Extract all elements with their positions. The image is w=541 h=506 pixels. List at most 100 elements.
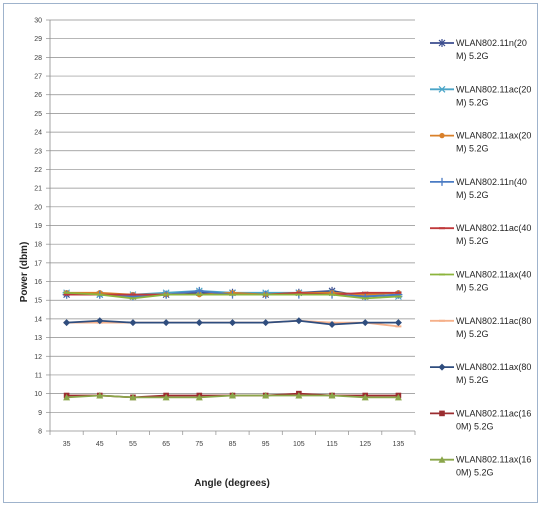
- legend-label: M) 5.2G: [456, 51, 489, 61]
- legend: WLAN802.11n(20 M) 5.2G WLAN802.11ac(20 M) 5…: [430, 38, 531, 478]
- y-tick-labels: 8 9 10 11 12 13 14 15 16 17 18 19 20 21 22 23 24 25 26 27 28…: [34, 18, 42, 436]
- legend-label: M) 5.2G: [456, 375, 489, 385]
- y-tick-label: 13: [34, 335, 42, 342]
- data-point: [361, 319, 369, 327]
- legend-label: M) 5.2G: [456, 97, 489, 107]
- legend-label: WLAN802.11ax(80: [456, 362, 531, 372]
- y-tick-label: 20: [34, 204, 42, 211]
- y-tick-label: 22: [34, 167, 42, 174]
- gridlines: [46, 19, 416, 435]
- y-tick-label: 27: [34, 74, 42, 81]
- y-tick-label: 19: [34, 223, 42, 230]
- x-tick-label: 125: [359, 441, 371, 448]
- x-tick-label: 35: [63, 441, 71, 448]
- chart-frame: [3, 3, 538, 503]
- legend-label: M) 5.2G: [456, 236, 489, 246]
- plot-area: [62, 286, 403, 401]
- data-point: [229, 392, 236, 399]
- x-tick-label: 55: [129, 441, 137, 448]
- x-tick-label: 115: [326, 441, 337, 448]
- data-point: [195, 286, 204, 295]
- legend-label: WLAN802.11ac(20: [456, 84, 531, 94]
- legend-marker: [438, 456, 446, 463]
- legend-label: M) 5.2G: [456, 144, 489, 154]
- data-point: [63, 319, 71, 327]
- y-tick-label: 24: [34, 130, 42, 137]
- y-tick-label: 9: [38, 410, 42, 417]
- legend-marker: [439, 132, 445, 139]
- legend-item: WLAN802.11ac(20 M) 5.2G: [430, 84, 531, 107]
- x-tick-label: 65: [162, 441, 170, 448]
- data-point: [129, 319, 137, 327]
- y-tick-label: 28: [34, 55, 42, 62]
- data-point: [295, 317, 303, 325]
- legend-label: WLAN802.11ac(40: [456, 223, 531, 233]
- data-point: [129, 393, 137, 401]
- legend-label: 0M) 5.2G: [456, 421, 494, 431]
- legend-label: WLAN802.11ax(20: [456, 131, 531, 141]
- legend-marker: [438, 177, 446, 186]
- legend-marker: [438, 363, 446, 371]
- legend-label: WLAN802.11ac(80: [456, 316, 531, 326]
- y-tick-label: 15: [34, 298, 42, 305]
- legend-marker: [438, 39, 446, 47]
- data-point: [262, 392, 270, 399]
- legend-item: WLAN802.11ac(16 0M) 5.2G: [430, 408, 531, 431]
- legend-item: WLAN802.11ax(20 M) 5.2G: [430, 131, 531, 154]
- y-tick-label: 30: [34, 18, 42, 25]
- y-tick-label: 29: [34, 36, 42, 43]
- legend-label: M) 5.2G: [456, 190, 489, 200]
- legend-item: WLAN802.11ac(80 M) 5.2G: [430, 316, 531, 339]
- y-tick-label: 26: [34, 92, 42, 99]
- x-tick-label: 45: [96, 441, 104, 448]
- y-tick-label: 11: [35, 372, 42, 379]
- data-point: [394, 319, 402, 327]
- y-tick-label: 10: [34, 391, 42, 398]
- data-point: [195, 319, 203, 327]
- x-tick-label: 85: [229, 441, 237, 448]
- data-point: [195, 393, 203, 401]
- data-point: [328, 321, 336, 329]
- y-tick-label: 18: [34, 242, 42, 249]
- data-point: [63, 393, 71, 401]
- legend-item: WLAN802.11ax(40 M) 5.2G: [430, 270, 531, 293]
- data-point: [328, 392, 336, 399]
- y-tick-label: 16: [34, 279, 42, 286]
- legend-label: M) 5.2G: [456, 329, 489, 339]
- y-tick-label: 21: [34, 186, 42, 193]
- y-tick-label: 23: [34, 148, 42, 155]
- y-tick-label: 14: [34, 316, 42, 323]
- data-point: [295, 392, 303, 399]
- data-point: [162, 393, 170, 401]
- legend-item: WLAN802.11ax(16 0M) 5.2G: [430, 455, 531, 478]
- y-tick-label: 17: [34, 260, 42, 267]
- data-point: [262, 319, 270, 327]
- legend-label: WLAN802.11ax(16: [456, 455, 531, 465]
- x-tick-label: 75: [195, 441, 203, 448]
- data-point: [394, 393, 402, 401]
- data-point: [96, 392, 104, 399]
- legend-label: 0M) 5.2G: [456, 468, 494, 478]
- x-tick-label: 135: [393, 441, 405, 448]
- legend-item: WLAN802.11ax(80 M) 5.2G: [430, 362, 531, 385]
- y-tick-label: 8: [38, 429, 42, 436]
- y-tick-label: 25: [34, 111, 42, 118]
- legend-marker: [439, 410, 445, 417]
- legend-label: M) 5.2G: [456, 283, 489, 293]
- data-point: [361, 393, 369, 401]
- legend-label: WLAN802.11ax(40: [456, 270, 531, 280]
- y-axis-title: Power (dbm): [19, 242, 30, 303]
- data-point: [96, 317, 104, 325]
- x-tick-label: 95: [262, 441, 270, 448]
- legend-item: WLAN802.11ac(40 M) 5.2G: [430, 223, 531, 246]
- x-tick-labels: 35 45 55 65 75 85 95 105 115 125 135: [63, 441, 405, 448]
- legend-label: WLAN802.11n(20: [456, 38, 527, 48]
- legend-label: WLAN802.11ac(16: [456, 408, 531, 418]
- legend-marker: [438, 85, 446, 93]
- x-tick-label: 105: [293, 441, 305, 448]
- data-point: [162, 319, 170, 327]
- x-axis-title: Angle (degrees): [194, 478, 270, 489]
- legend-item: WLAN802.11n(20 M) 5.2G: [430, 38, 527, 61]
- data-point: [229, 319, 236, 327]
